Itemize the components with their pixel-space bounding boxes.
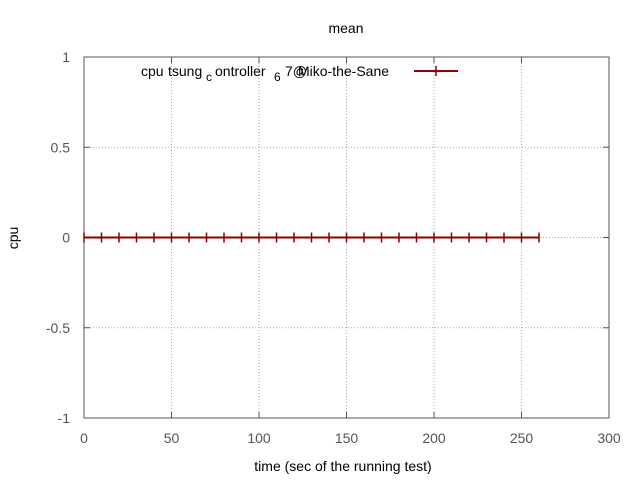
y-tick-label: 0 <box>62 230 70 246</box>
legend-text-part: 6 <box>274 70 281 84</box>
x-tick-label: 100 <box>247 430 271 446</box>
legend-text-part: cpu <box>141 63 164 79</box>
legend-text-part: 7@ <box>285 63 307 79</box>
chart-title: mean <box>328 20 363 36</box>
legend-text-part: Miko-the-Sane <box>298 63 389 79</box>
axis-ticks: 0 50 100 150 200 250 300 -1 -0.5 0 0.5 1 <box>46 49 621 446</box>
x-tick-label: 0 <box>80 430 88 446</box>
y-tick-label: 1 <box>62 49 70 65</box>
legend-text-part: ontroller <box>215 63 266 79</box>
legend-text-part: c <box>206 70 212 84</box>
legend-text-part: tsung <box>168 63 202 79</box>
x-tick-label: 150 <box>335 430 359 446</box>
x-axis-label: time (sec of the running test) <box>254 458 431 474</box>
x-tick-label: 50 <box>164 430 180 446</box>
y-axis-label: cpu <box>5 227 21 250</box>
x-tick-label: 250 <box>510 430 534 446</box>
legend: cpu tsung c ontroller 6 7@ Miko-the-Sane <box>141 63 458 84</box>
x-tick-label: 300 <box>597 430 621 446</box>
y-tick-label: -1 <box>58 410 71 426</box>
x-tick-label: 200 <box>422 430 446 446</box>
series-layer <box>83 232 540 243</box>
y-tick-label: -0.5 <box>46 320 70 336</box>
y-tick-label: 0.5 <box>51 139 71 155</box>
